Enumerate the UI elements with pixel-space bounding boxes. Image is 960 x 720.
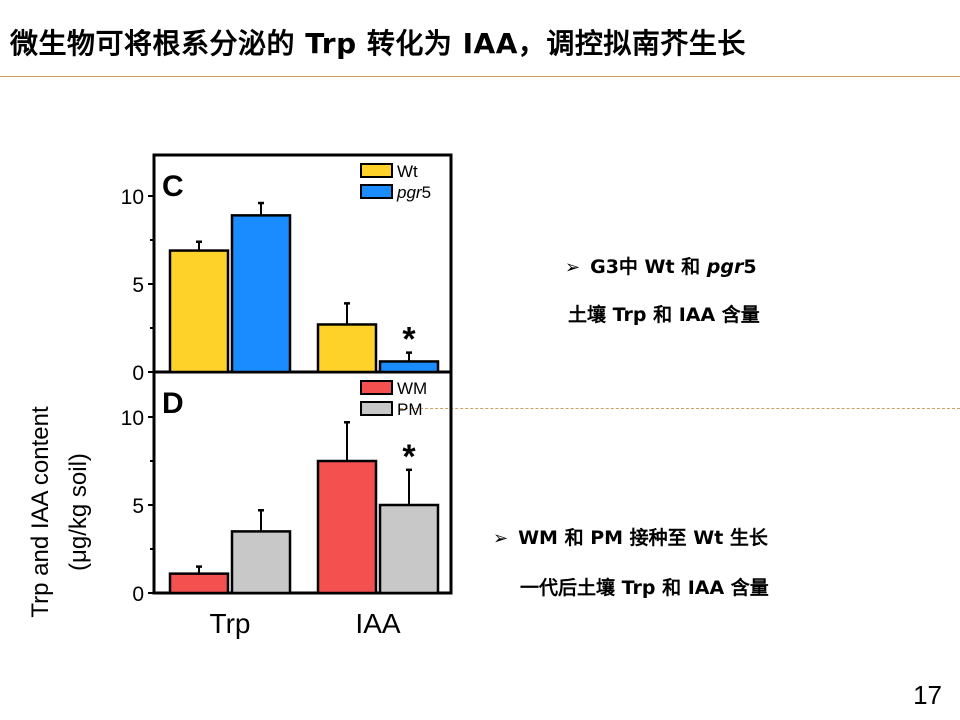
legend-label-wt: Wt bbox=[397, 162, 418, 181]
y-tick-label: 5 bbox=[132, 274, 144, 297]
title-divider bbox=[0, 76, 960, 77]
legend-label-wm: WM bbox=[397, 379, 427, 398]
bullet-1-text-suffix: 5 bbox=[743, 256, 757, 278]
y-tick-label: 0 bbox=[132, 583, 144, 606]
bar-pgr5-trp bbox=[230, 214, 292, 374]
y-tick-label: 5 bbox=[132, 495, 144, 518]
bar-chart-figure: Trp and IAA content (μg/kg soil) 0 5 10 * C W… bbox=[27, 153, 453, 639]
significance-star: * bbox=[402, 321, 416, 359]
legend-swatch-pm bbox=[360, 401, 393, 416]
x-tick-label-iaa: IAA bbox=[355, 608, 400, 639]
legend-swatch-wt bbox=[360, 163, 393, 178]
bullet-1: ➢ G3中 Wt 和 pgr5 bbox=[565, 252, 757, 279]
bar-wt-iaa bbox=[316, 323, 378, 374]
y-tick-label: 10 bbox=[121, 186, 144, 209]
bullet-2-text: WM 和 PM 接种至 Wt 生长 bbox=[518, 527, 768, 549]
bullet-arrow-icon: ➢ bbox=[565, 257, 581, 278]
y-tick-label: 0 bbox=[132, 362, 144, 385]
bullet-arrow-icon: ➢ bbox=[493, 528, 509, 549]
x-tick-label-trp: Trp bbox=[210, 608, 251, 639]
significance-star: * bbox=[402, 438, 416, 476]
bar-pm-iaa bbox=[378, 503, 440, 595]
bullet-1-text-italic: pgr bbox=[706, 256, 744, 278]
y-axis-unit: (μg/kg soil) bbox=[65, 453, 92, 571]
bar-wm-iaa bbox=[316, 459, 378, 595]
y-axis-title: Trp and IAA content bbox=[27, 406, 54, 618]
panel-label-d: D bbox=[162, 387, 184, 420]
bullet-2: ➢ WM 和 PM 接种至 Wt 生长 bbox=[493, 523, 768, 550]
bullet-1-line-2: 土壤 Trp 和 IAA 含量 bbox=[568, 304, 760, 326]
bullet-2-line-2: 一代后土壤 Trp 和 IAA 含量 bbox=[520, 577, 769, 599]
legend-swatch-pgr5 bbox=[360, 184, 393, 199]
bar-pgr5-iaa bbox=[378, 360, 440, 374]
y-tick-label: 10 bbox=[121, 407, 144, 430]
bar-wm-trp bbox=[168, 572, 230, 595]
plot-frame bbox=[152, 153, 453, 595]
bar-wt-trp bbox=[168, 249, 230, 374]
dashed-divider bbox=[400, 408, 960, 409]
bullet-1-text-prefix: G3中 Wt 和 bbox=[590, 256, 707, 278]
bar-pm-trp bbox=[230, 530, 292, 595]
legend-swatch-wm bbox=[360, 380, 393, 395]
legend-label-pm: PM bbox=[397, 400, 423, 419]
page-number: 17 bbox=[913, 680, 942, 710]
slide-title: 微生物可将根系分泌的 Trp 转化为 IAA，调控拟南芥生长 bbox=[10, 27, 746, 60]
panel-label-c: C bbox=[162, 170, 184, 203]
legend-label-pgr5: pgr5 bbox=[396, 183, 431, 202]
